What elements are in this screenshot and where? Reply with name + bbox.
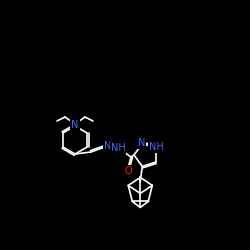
Text: NH: NH — [149, 142, 164, 152]
Text: N: N — [104, 141, 112, 151]
Text: NH: NH — [110, 143, 126, 153]
Text: O: O — [124, 166, 132, 176]
Text: N: N — [138, 138, 145, 147]
Text: N: N — [71, 120, 79, 130]
